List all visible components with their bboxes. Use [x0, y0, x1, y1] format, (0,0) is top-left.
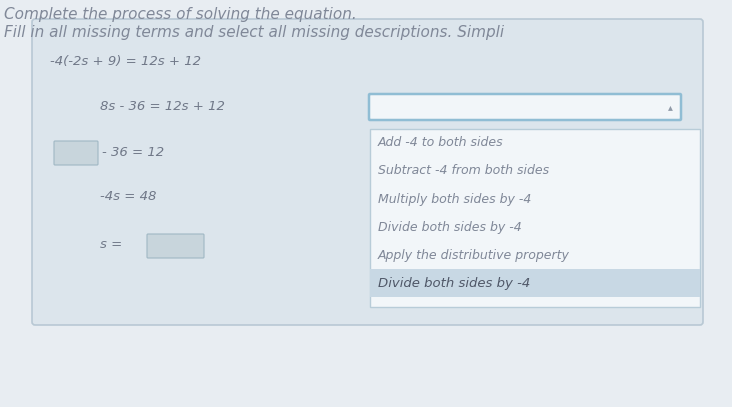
FancyBboxPatch shape — [32, 19, 703, 325]
Text: ▴: ▴ — [668, 102, 673, 112]
Text: -4(-2s + 9) = 12s + 12: -4(-2s + 9) = 12s + 12 — [50, 55, 201, 68]
Text: Complete the process of solving the equation.: Complete the process of solving the equa… — [4, 7, 356, 22]
FancyBboxPatch shape — [370, 129, 700, 307]
Text: Apply the distributive property: Apply the distributive property — [378, 249, 570, 262]
Text: Divide both sides by -4: Divide both sides by -4 — [378, 276, 530, 289]
Text: Subtract -4 from both sides: Subtract -4 from both sides — [378, 164, 549, 177]
FancyBboxPatch shape — [54, 141, 98, 165]
Text: -4s = 48: -4s = 48 — [100, 190, 157, 204]
Text: - 36 = 12: - 36 = 12 — [102, 145, 164, 158]
FancyBboxPatch shape — [147, 234, 204, 258]
FancyBboxPatch shape — [369, 94, 681, 120]
Text: Fill in all missing terms and select all missing descriptions. Simpli: Fill in all missing terms and select all… — [4, 25, 504, 40]
Text: 8s - 36 = 12s + 12: 8s - 36 = 12s + 12 — [100, 101, 225, 114]
Bar — [370, 269, 700, 297]
Text: Add -4 to both sides: Add -4 to both sides — [378, 136, 504, 149]
Text: Divide both sides by -4: Divide both sides by -4 — [378, 221, 522, 234]
Text: Multiply both sides by -4: Multiply both sides by -4 — [378, 193, 531, 206]
Text: s =: s = — [100, 239, 122, 252]
